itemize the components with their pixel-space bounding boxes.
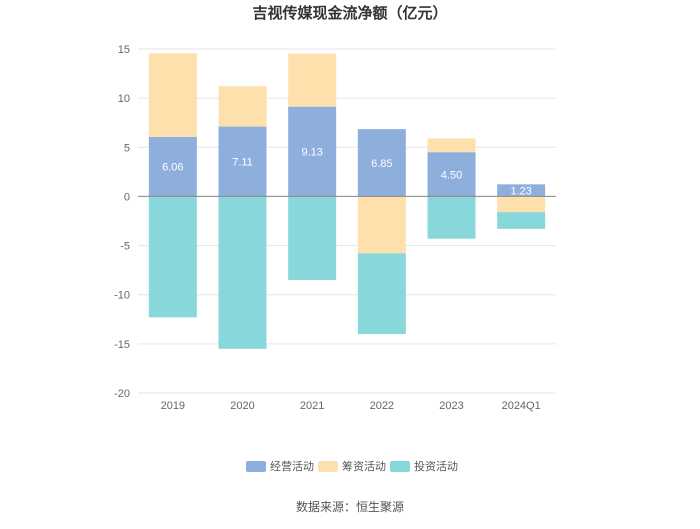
y-tick-label: 10 xyxy=(118,93,130,105)
legend-item[interactable]: 经营活动 xyxy=(246,459,314,473)
bar-financing xyxy=(427,138,476,153)
data-label: 6.85 xyxy=(371,158,392,170)
x-tick-label: 2021 xyxy=(300,400,324,412)
data-label: 7.11 xyxy=(232,156,253,168)
bar-operating xyxy=(288,106,337,197)
data-label: 4.50 xyxy=(441,169,462,181)
x-tick-label: 2020 xyxy=(230,400,254,412)
x-tick-label: 2023 xyxy=(439,400,463,412)
bar-investing xyxy=(357,253,406,335)
legend-swatch xyxy=(246,461,266,472)
bar-financing xyxy=(357,196,406,254)
data-label: 9.13 xyxy=(301,147,322,159)
bar-investing xyxy=(218,196,267,349)
legend-label: 筹资活动 xyxy=(342,459,386,473)
y-tick-label: -5 xyxy=(120,241,130,253)
y-tick-label: -20 xyxy=(114,388,130,400)
x-axis-ticks: 2019 2020 2021 2022 2023 2024Q1 xyxy=(161,400,541,412)
bar-investing xyxy=(497,212,546,229)
x-tick-label: 2022 xyxy=(370,400,394,412)
source-note: 数据来源：恒生聚源 xyxy=(296,499,404,514)
legend-label: 经营活动 xyxy=(270,459,314,473)
x-tick-label: 2024Q1 xyxy=(502,400,541,412)
bar-financing xyxy=(288,53,337,107)
x-tick-label: 2019 xyxy=(161,400,185,412)
bar-financing xyxy=(148,53,197,137)
data-label: 6.06 xyxy=(162,162,183,174)
y-tick-label: 0 xyxy=(124,191,130,203)
y-tick-label: 15 xyxy=(118,44,130,56)
legend-swatch xyxy=(390,461,410,472)
bar-financing xyxy=(218,86,267,127)
bar-operating xyxy=(497,184,546,197)
bar-investing xyxy=(427,196,476,239)
y-axis-ticks: 15 10 5 0 -5 -10 -15 -20 xyxy=(114,44,130,400)
y-tick-label: 5 xyxy=(124,142,130,154)
legend-item[interactable]: 投资活动 xyxy=(390,459,458,473)
bar-operating xyxy=(148,136,197,197)
chart-title: 吉视传媒现金流净额（亿元） xyxy=(252,4,447,22)
bars xyxy=(138,53,556,349)
y-tick-label: -15 xyxy=(114,339,130,351)
bar-operating xyxy=(357,129,406,197)
bar-investing xyxy=(148,196,197,318)
data-label: 1.23 xyxy=(510,185,531,197)
legend-item[interactable]: 筹资活动 xyxy=(318,459,386,473)
legend-swatch xyxy=(318,461,338,472)
bar-operating xyxy=(218,126,267,197)
grid-lines xyxy=(138,48,556,394)
data-labels: 6.06 7.11 9.13 6.85 4.50 1.23 xyxy=(162,147,532,198)
bar-investing xyxy=(288,196,337,280)
y-tick-label: -10 xyxy=(114,290,130,302)
bar-operating xyxy=(427,152,476,197)
legend: 经营活动 筹资活动 投资活动 xyxy=(246,459,458,473)
bar-financing xyxy=(497,196,546,213)
legend-label: 投资活动 xyxy=(414,459,458,473)
